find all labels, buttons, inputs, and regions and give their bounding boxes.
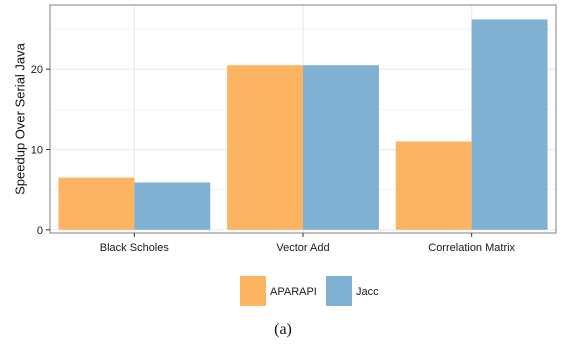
x-tick-label: Vector Add — [276, 242, 329, 254]
legend: APARAPI Jacc — [240, 276, 379, 306]
y-axis: 0 10 20 — [31, 64, 50, 237]
legend-label-jacc: Jacc — [356, 286, 379, 298]
y-tick-label: 0 — [37, 225, 43, 237]
legend-key-jacc — [326, 276, 352, 306]
legend-key-aparapi — [240, 276, 266, 306]
bar-jacc-correlation-matrix — [471, 19, 548, 230]
figure-caption: (a) — [274, 321, 292, 338]
x-axis: Black Scholes Vector Add Correlation Matri… — [100, 233, 516, 254]
bar-jacc-black-scholes — [134, 182, 211, 230]
y-tick-label: 20 — [31, 64, 43, 76]
bar-aparapi-correlation-matrix — [395, 141, 472, 230]
bar-aparapi-vector-add — [227, 65, 303, 230]
legend-label-aparapi: APARAPI — [270, 286, 317, 298]
bar-aparapi-black-scholes — [58, 177, 135, 230]
x-tick-label: Correlation Matrix — [428, 242, 515, 254]
bar-jacc-vector-add — [303, 65, 379, 230]
y-axis-title: Speedup Over Serial Java — [13, 42, 28, 195]
y-tick-label: 10 — [31, 145, 43, 157]
bars — [58, 19, 548, 230]
x-tick-label: Black Scholes — [100, 242, 170, 254]
